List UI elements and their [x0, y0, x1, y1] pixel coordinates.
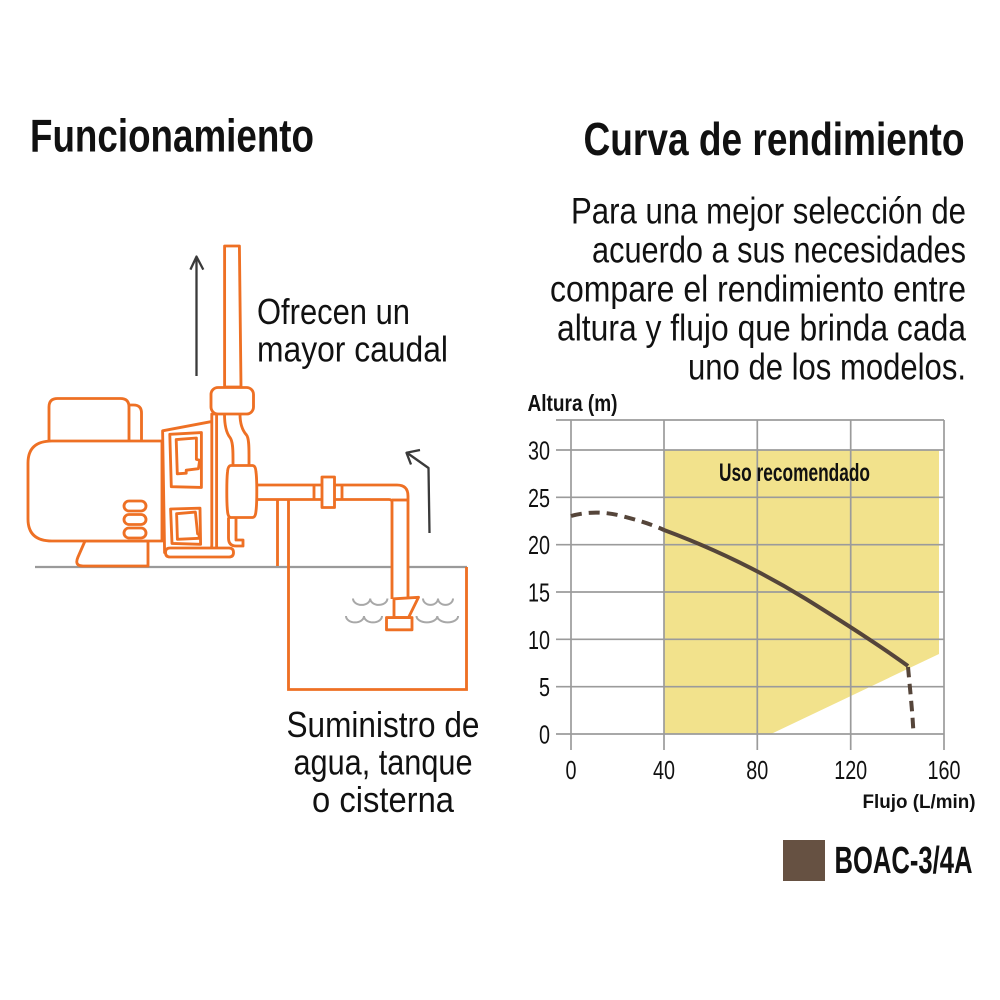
svg-text:agua, tanque: agua, tanque: [294, 742, 473, 783]
svg-text:Flujo (L/min): Flujo (L/min): [863, 791, 976, 813]
svg-text:160: 160: [928, 755, 961, 785]
svg-text:Ofrecen un: Ofrecen un: [257, 291, 410, 332]
svg-text:Curva de rendimiento: Curva de rendimiento: [584, 113, 965, 165]
svg-text:mayor caudal: mayor caudal: [257, 329, 448, 370]
svg-text:80: 80: [746, 755, 768, 785]
svg-text:altura y flujo que brinda cada: altura y flujo que brinda cada: [557, 308, 966, 349]
svg-text:20: 20: [528, 530, 550, 560]
svg-text:40: 40: [653, 755, 675, 785]
svg-text:25: 25: [528, 483, 550, 513]
svg-text:uno de los modelos.: uno de los modelos.: [688, 347, 966, 388]
svg-text:30: 30: [528, 436, 550, 466]
svg-text:0: 0: [566, 755, 577, 785]
svg-text:0: 0: [539, 720, 550, 750]
svg-text:15: 15: [528, 578, 550, 608]
svg-text:Funcionamiento: Funcionamiento: [30, 110, 314, 162]
svg-text:acuerdo a sus necesidades: acuerdo a sus necesidades: [592, 230, 966, 271]
svg-text:Uso recomendado: Uso recomendado: [719, 459, 870, 487]
svg-text:5: 5: [539, 672, 550, 702]
svg-text:BOAC-3/4A: BOAC-3/4A: [835, 840, 973, 882]
svg-text:Suministro de: Suministro de: [287, 704, 480, 745]
svg-text:Altura (m): Altura (m): [528, 390, 618, 416]
svg-text:o cisterna: o cisterna: [312, 779, 455, 820]
svg-text:compare el rendimiento entre: compare el rendimiento entre: [550, 269, 966, 310]
svg-text:10: 10: [528, 625, 550, 655]
svg-text:120: 120: [834, 755, 867, 785]
svg-text:Para una mejor selección de: Para una mejor selección de: [571, 191, 966, 232]
